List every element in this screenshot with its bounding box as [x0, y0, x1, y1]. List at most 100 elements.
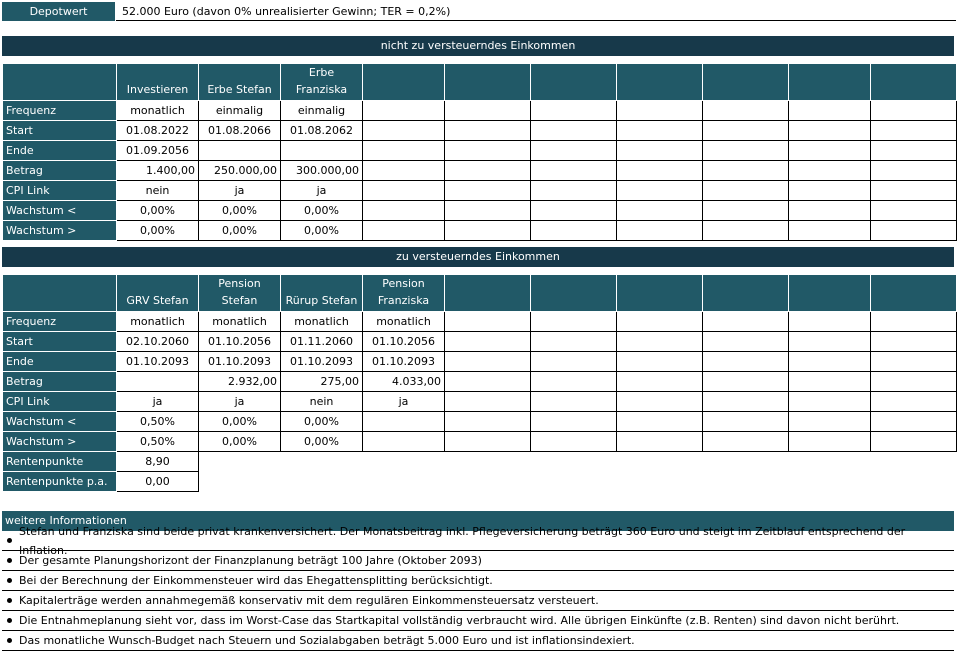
extra-row: Rentenpunkte 8,90 — [2, 451, 957, 472]
table-cell: 01.10.2056 — [198, 331, 281, 352]
column-header-empty — [616, 63, 703, 101]
info-text: Stefan und Franziska sind beide privat k… — [19, 524, 906, 557]
table-cell-empty — [870, 371, 957, 392]
table-cell: 01.11.2060 — [280, 331, 363, 352]
table-cell-empty — [702, 391, 789, 412]
row-label: Wachstum > — [2, 431, 117, 452]
table-cell-empty — [362, 120, 445, 141]
table-cell-empty — [702, 100, 789, 121]
column-header-empty — [870, 63, 957, 101]
table-cell-empty — [702, 140, 789, 161]
table-cell-empty — [530, 351, 617, 372]
table-cell: nein — [116, 180, 199, 201]
table-cell: einmalig — [280, 100, 363, 121]
table-cell: 0,00% — [280, 220, 363, 241]
blank-cell — [281, 472, 363, 492]
table-cell-empty — [444, 140, 531, 161]
row-label: Ende — [2, 140, 117, 161]
table-cell — [198, 140, 281, 161]
table-cell-empty — [788, 411, 871, 432]
table-row: Ende 01.10.2093 01.10.2093 01.10.2093 01.10.… — [2, 351, 957, 372]
section1-table: Investieren Erbe Stefan Erbe Franziska Freq… — [2, 63, 957, 241]
bullet-icon — [7, 618, 12, 623]
table-cell-empty — [530, 100, 617, 121]
table-cell: 01.10.2093 — [280, 351, 363, 372]
table-cell-empty — [702, 371, 789, 392]
table-cell-empty — [530, 140, 617, 161]
table-cell-empty — [444, 411, 531, 432]
table-row: Frequenz monatlich monatlich monatlich monat… — [2, 311, 957, 332]
table-cell-empty — [616, 100, 703, 121]
column-header-empty — [788, 274, 871, 312]
extra-row-label: Rentenpunkte — [2, 451, 117, 472]
table-cell: 1.400,00 — [116, 160, 199, 181]
row-label: Start — [2, 120, 117, 141]
table-cell-empty — [616, 431, 703, 452]
table-cell-empty — [702, 331, 789, 352]
table-cell — [280, 140, 363, 161]
column-header-empty — [444, 63, 531, 101]
table-cell-empty — [444, 200, 531, 221]
table-cell-empty — [444, 331, 531, 352]
column-header-empty — [362, 63, 445, 101]
bullet-icon — [7, 638, 12, 643]
table-cell: ja — [280, 180, 363, 201]
column-header: Erbe Stefan — [198, 63, 281, 101]
table-cell: monatlich — [116, 100, 199, 121]
table-cell-empty — [870, 391, 957, 412]
table-cell-empty — [870, 180, 957, 201]
blank-cell — [445, 452, 531, 472]
column-header-empty — [702, 63, 789, 101]
table-cell-empty — [702, 351, 789, 372]
column-header: Erbe Franziska — [280, 63, 363, 101]
table-cell-empty — [870, 351, 957, 372]
row-label: Betrag — [2, 371, 117, 392]
table-cell-empty — [702, 120, 789, 141]
table-cell-empty — [530, 311, 617, 332]
table-cell-empty — [530, 431, 617, 452]
table-cell-empty — [444, 180, 531, 201]
table-cell-empty — [870, 120, 957, 141]
table-cell-empty — [616, 180, 703, 201]
table-cell-empty — [444, 160, 531, 181]
row-label: Start — [2, 331, 117, 352]
info-title: weitere Informationen — [2, 511, 954, 531]
row-label: Frequenz — [2, 100, 117, 121]
info-item: Der gesamte Planungshorizont der Finanzp… — [2, 551, 954, 571]
table-row: CPI Link nein ja ja — [2, 180, 957, 201]
table-cell-empty — [444, 391, 531, 412]
column-header-empty — [530, 63, 617, 101]
table-cell-empty — [362, 160, 445, 181]
column-header-empty — [788, 63, 871, 101]
blank-cell — [199, 452, 281, 472]
table-cell-empty — [444, 120, 531, 141]
column-header: Pension Stefan — [198, 274, 281, 312]
table-cell-empty — [702, 311, 789, 332]
header-row: Investieren Erbe Stefan Erbe Franziska — [2, 63, 957, 101]
bullet-icon — [7, 598, 12, 603]
info-text: Die Entnahmeplanung sieht vor, dass im W… — [19, 614, 900, 627]
table-cell-empty — [788, 391, 871, 412]
table-cell: 01.09.2056 — [116, 140, 199, 161]
table-cell: 275,00 — [280, 371, 363, 392]
table-cell-empty — [444, 351, 531, 372]
row-label: Frequenz — [2, 311, 117, 332]
depot-value: 52.000 Euro (davon 0% unrealisierter Gew… — [116, 2, 956, 21]
table-cell-empty — [870, 220, 957, 241]
row-label: Wachstum < — [2, 200, 117, 221]
info-text: Der gesamte Planungshorizont der Finanzp… — [19, 554, 482, 567]
row-label: Wachstum > — [2, 220, 117, 241]
table-cell-empty — [702, 411, 789, 432]
table-cell-empty — [362, 200, 445, 221]
table-cell: 0,00% — [198, 220, 281, 241]
row-label: Betrag — [2, 160, 117, 181]
table-cell-empty — [788, 331, 871, 352]
header-corner — [2, 274, 117, 312]
table-cell-empty — [444, 220, 531, 241]
table-cell-empty — [530, 391, 617, 412]
row-label: Ende — [2, 351, 117, 372]
table-cell: ja — [116, 391, 199, 412]
table-cell-empty — [870, 411, 957, 432]
table-cell: 01.10.2056 — [362, 331, 445, 352]
table-cell: 01.08.2022 — [116, 120, 199, 141]
